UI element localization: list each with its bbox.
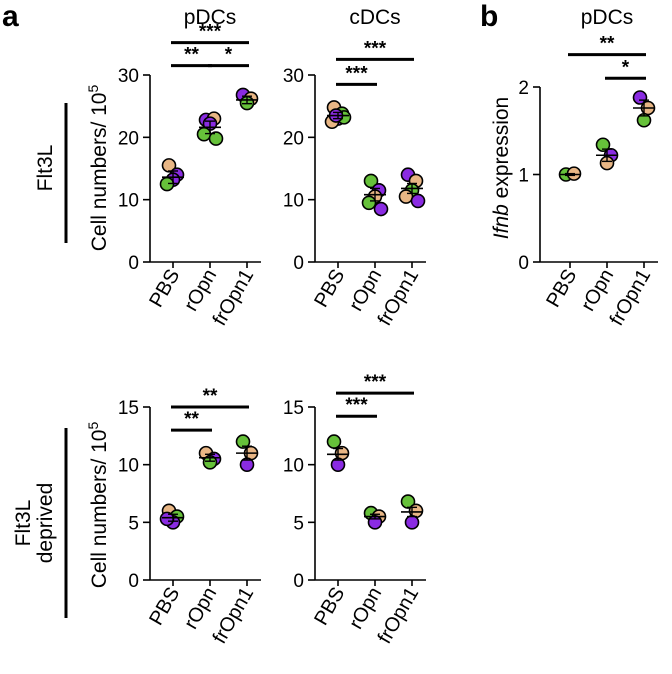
y-tick-label: 20 <box>283 128 304 149</box>
y-tick-label: 0 <box>293 253 304 274</box>
data-point <box>595 137 611 153</box>
data-point <box>373 201 389 217</box>
data-point <box>398 189 414 204</box>
data-point <box>400 494 416 509</box>
row-label-top-text: Flt3L <box>34 145 57 192</box>
x-tick-label: PBS <box>310 266 349 312</box>
data-point <box>235 434 251 449</box>
y-tick-label: 15 <box>283 398 304 419</box>
ylabel-ifnb: Ifnb expression <box>490 97 513 239</box>
y-tick-label: 0 <box>128 253 139 274</box>
y-tick-label: 5 <box>293 513 304 534</box>
row-label-bottom-line2: deprived <box>34 483 57 564</box>
y-tick-label: 10 <box>283 456 304 477</box>
data-point <box>410 193 426 209</box>
y-tick-label: 10 <box>118 191 139 212</box>
chart-title: pDCs <box>581 6 634 29</box>
y-tick-label: 0 <box>128 571 139 592</box>
y-tick-label: 10 <box>283 191 304 212</box>
significance-label: ** <box>600 34 615 55</box>
significance-label: *** <box>345 63 368 84</box>
y-tick-label: 30 <box>283 66 304 87</box>
significance-label: *** <box>345 395 368 416</box>
x-tick-label: PBS <box>310 584 349 630</box>
row-label-top: Flt3L <box>34 103 68 243</box>
panel-letter-a: a <box>2 0 19 33</box>
data-point <box>326 434 342 449</box>
row-label-bottom-line1: Flt3L <box>12 500 35 547</box>
data-point <box>361 195 377 211</box>
data-point <box>161 158 177 173</box>
data-point <box>208 131 224 146</box>
data-point <box>404 515 420 530</box>
chart-title: pDCs <box>184 6 237 29</box>
y-tick-label: 5 <box>128 513 139 534</box>
significance-label: ** <box>184 409 199 430</box>
chart-title: cDCs <box>349 6 400 29</box>
ylabel-top-pdc: Cell numbers/ 105 <box>85 85 111 252</box>
x-tick-label: PBS <box>145 584 184 630</box>
ylabel-bottom-pdc: Cell numbers/ 105 <box>85 422 111 589</box>
y-tick-label: 30 <box>118 66 139 87</box>
y-tick-label: 0 <box>293 571 304 592</box>
y-tick-label: 1 <box>518 166 529 187</box>
y-tick-label: 20 <box>118 128 139 149</box>
significance-label: *** <box>364 372 387 393</box>
significance-label: ** <box>203 386 218 407</box>
y-tick-label: 15 <box>118 398 139 419</box>
y-tick-label: 2 <box>518 78 529 99</box>
data-point <box>363 173 379 189</box>
x-tick-label: PBS <box>542 266 581 312</box>
significance-label: *** <box>364 38 387 59</box>
significance-label: *** <box>199 22 222 43</box>
panel-letter-b: b <box>480 0 498 33</box>
row-label-bottom: Flt3L deprived <box>12 428 68 618</box>
y-tick-label: 10 <box>118 456 139 477</box>
significance-label: * <box>225 45 233 66</box>
y-tick-label: 0 <box>518 253 529 274</box>
x-tick-label: PBS <box>145 266 184 312</box>
significance-label: ** <box>184 45 199 66</box>
significance-label: * <box>622 57 630 78</box>
